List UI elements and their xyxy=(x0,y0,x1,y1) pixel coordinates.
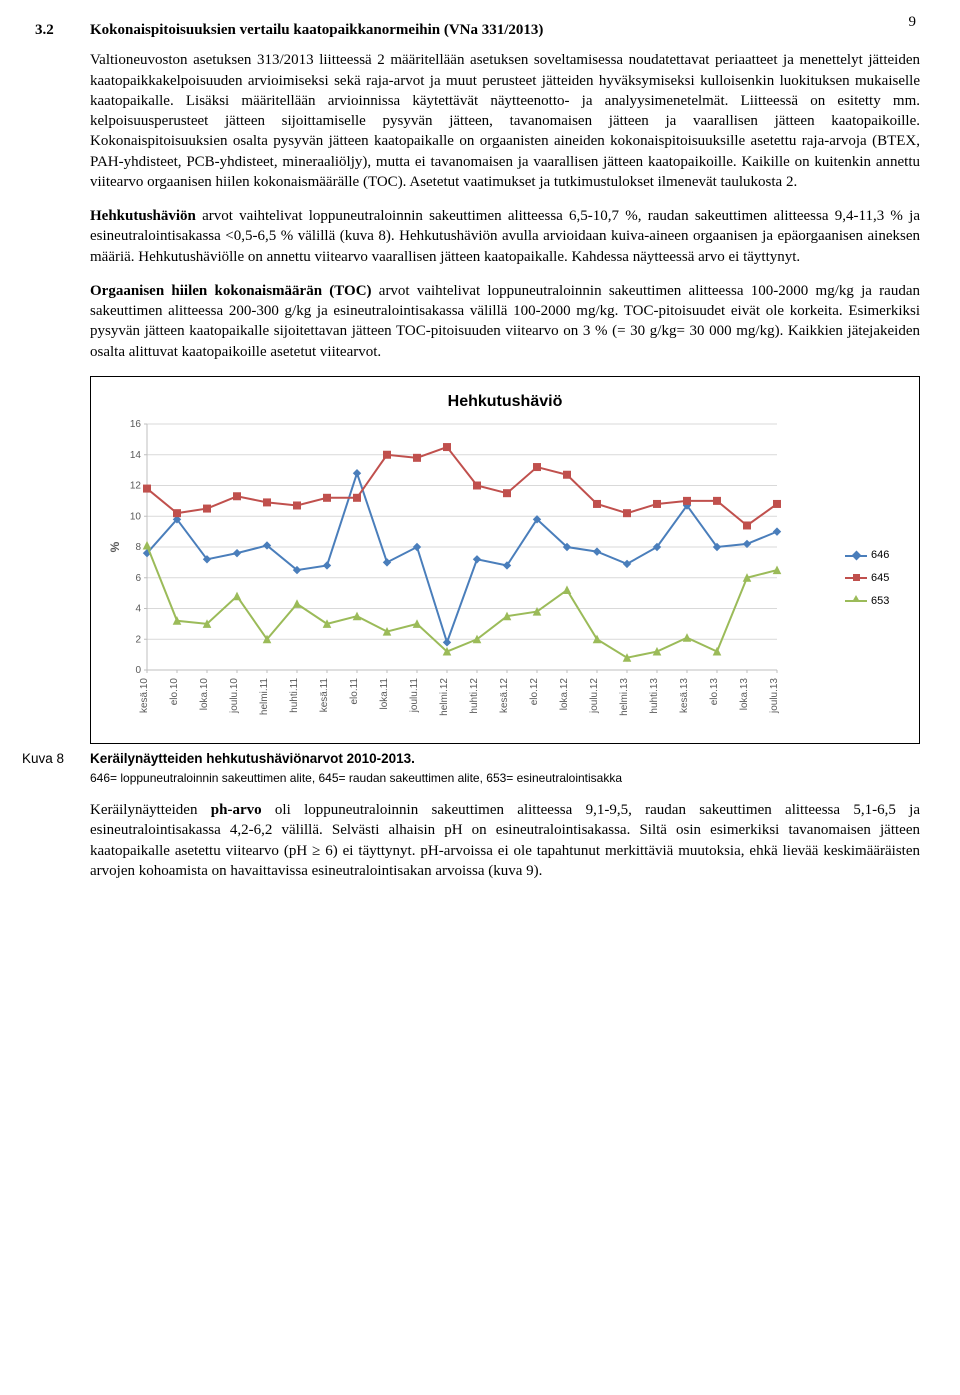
para-4: Keräilynäytteiden ph-arvo oli loppuneutr… xyxy=(90,800,920,881)
para-2-rest: arvot vaihtelivat loppuneutraloinnin sak… xyxy=(90,208,920,265)
para-3: Orgaanisen hiilen kokonaismäärän (TOC) a… xyxy=(90,281,920,362)
chart-legend: 646 645 653 xyxy=(835,420,905,736)
svg-text:loka.12: loka.12 xyxy=(559,678,570,711)
svg-text:huhti.13: huhti.13 xyxy=(649,678,660,714)
svg-text:2: 2 xyxy=(135,635,141,646)
svg-text:16: 16 xyxy=(130,420,142,430)
legend-label: 645 xyxy=(871,571,889,586)
para-4-lead: ph-arvo xyxy=(211,802,262,818)
svg-text:joulu.10: joulu.10 xyxy=(229,678,240,714)
svg-text:kesä.12: kesä.12 xyxy=(499,678,510,713)
svg-text:huhti.11: huhti.11 xyxy=(289,678,300,713)
svg-text:huhti.12: huhti.12 xyxy=(469,678,480,714)
svg-text:elo.11: elo.11 xyxy=(349,678,360,705)
section-title: Kokonaispitoisuuksien vertailu kaatopaik… xyxy=(90,20,543,40)
legend-item: 653 xyxy=(845,594,905,609)
section-heading: 3.2 Kokonaispitoisuuksien vertailu kaato… xyxy=(90,20,920,40)
svg-text:joulu.11: joulu.11 xyxy=(409,678,420,714)
svg-text:loka.13: loka.13 xyxy=(739,678,750,711)
svg-text:14: 14 xyxy=(130,450,142,461)
svg-text:12: 12 xyxy=(130,481,142,492)
svg-text:loka.11: loka.11 xyxy=(379,678,390,710)
section-number: 3.2 xyxy=(35,20,90,40)
chart-plot: 0 2 4 6 8 10 12 14 16% kesä.10 elo.10 loka.10 joulu.… xyxy=(105,420,835,736)
svg-text:6: 6 xyxy=(135,573,141,584)
para-3-lead: Orgaanisen hiilen kokonaismäärän (TOC) xyxy=(90,283,372,299)
para-1: Valtioneuvoston asetuksen 313/2013 liitt… xyxy=(90,50,920,192)
chart-title: Hehkutushäviö xyxy=(105,391,905,413)
svg-text:helmi.11: helmi.11 xyxy=(259,678,270,715)
svg-text:kesä.10: kesä.10 xyxy=(139,678,150,713)
svg-text:joulu.13: joulu.13 xyxy=(769,678,780,714)
para-4-pre: Keräilynäytteiden xyxy=(90,802,211,818)
legend-item: 646 xyxy=(845,548,905,563)
chart-container: Hehkutushäviö 0 2 4 6 8 10 12 14 16% kesä.10 elo.1… xyxy=(90,376,920,744)
chart-svg: 0 2 4 6 8 10 12 14 16% kesä.10 elo.10 loka.10 joulu.… xyxy=(105,420,785,730)
svg-text:0: 0 xyxy=(135,665,141,676)
figure-caption-title: Keräilynäytteiden hehkutushäviönarvot 20… xyxy=(90,750,415,768)
svg-text:elo.12: elo.12 xyxy=(529,678,540,706)
legend-label: 646 xyxy=(871,548,889,563)
para-2: Hehkutushäviön arvot vaihtelivat loppune… xyxy=(90,206,920,267)
legend-label: 653 xyxy=(871,594,889,609)
figure-caption-sub: 646= loppuneutraloinnin sakeuttimen alit… xyxy=(90,770,920,786)
svg-text:helmi.12: helmi.12 xyxy=(439,678,450,716)
svg-text:elo.13: elo.13 xyxy=(709,678,720,706)
svg-text:elo.10: elo.10 xyxy=(169,678,180,706)
svg-text:8: 8 xyxy=(135,542,141,553)
figure-caption: Kuva 8 Keräilynäytteiden hehkutushäviöna… xyxy=(90,750,920,768)
svg-text:4: 4 xyxy=(135,604,141,615)
svg-text:joulu.12: joulu.12 xyxy=(589,678,600,714)
svg-text:kesä.11: kesä.11 xyxy=(319,678,330,713)
svg-text:helmi.13: helmi.13 xyxy=(619,678,630,716)
svg-text:10: 10 xyxy=(130,512,142,523)
svg-text:loka.10: loka.10 xyxy=(199,678,210,711)
page-number: 9 xyxy=(909,12,917,32)
legend-item: 645 xyxy=(845,571,905,586)
para-2-lead: Hehkutushäviön xyxy=(90,208,196,224)
svg-text:kesä.13: kesä.13 xyxy=(679,678,690,713)
figure-label: Kuva 8 xyxy=(22,750,90,768)
svg-text:%: % xyxy=(108,542,122,553)
